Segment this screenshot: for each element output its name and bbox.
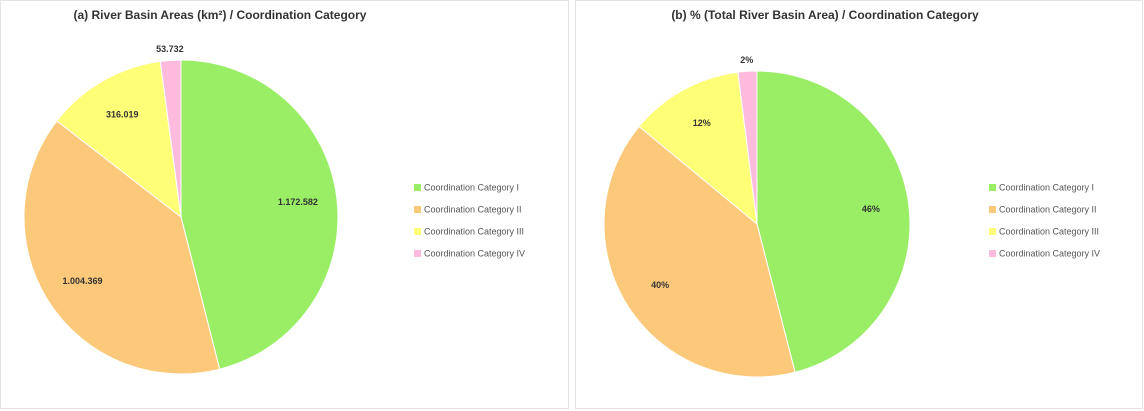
- data-label: 1.004.369: [63, 276, 103, 286]
- legend-swatch: [989, 206, 996, 213]
- data-label: 40%: [651, 280, 669, 290]
- data-label: 46%: [862, 204, 880, 214]
- legend-label: Coordination Category I: [999, 182, 1094, 192]
- pie-slice: [159, 59, 182, 218]
- legend-swatch: [414, 184, 421, 191]
- legend-swatch: [989, 228, 996, 235]
- legend-swatch: [414, 250, 421, 257]
- legend-swatch: [989, 250, 996, 257]
- legend-swatch: [414, 206, 421, 213]
- data-label: 2%: [740, 55, 753, 65]
- legend-label: Coordination Category II: [424, 204, 522, 214]
- pie-slice: [56, 60, 182, 219]
- legend-label: Coordination Category IV: [999, 248, 1100, 258]
- legend-swatch: [414, 228, 421, 235]
- legend-label: Coordination Category III: [999, 226, 1099, 236]
- legend-swatch: [989, 184, 996, 191]
- legend-label: Coordination Category I: [424, 182, 519, 192]
- chart-title: (a) River Basin Areas (km²) / Coordinati…: [74, 8, 367, 22]
- pie-slice: [23, 120, 221, 375]
- legend-label: Coordination Category II: [999, 204, 1097, 214]
- data-label: 12%: [693, 118, 711, 128]
- pie-slice: [603, 125, 796, 378]
- pie-slice: [180, 59, 339, 370]
- pie-slice: [737, 70, 758, 225]
- chart-title: (b) % (Total River Basin Area) / Coordin…: [671, 8, 979, 22]
- data-label: 53.732: [156, 44, 184, 54]
- data-label: 316.019: [106, 109, 139, 119]
- pie-slice: [638, 71, 758, 226]
- legend-label: Coordination Category III: [424, 226, 524, 236]
- pie-slice: [756, 70, 911, 373]
- legend-label: Coordination Category IV: [424, 248, 525, 258]
- data-label: 1.172.582: [278, 197, 318, 207]
